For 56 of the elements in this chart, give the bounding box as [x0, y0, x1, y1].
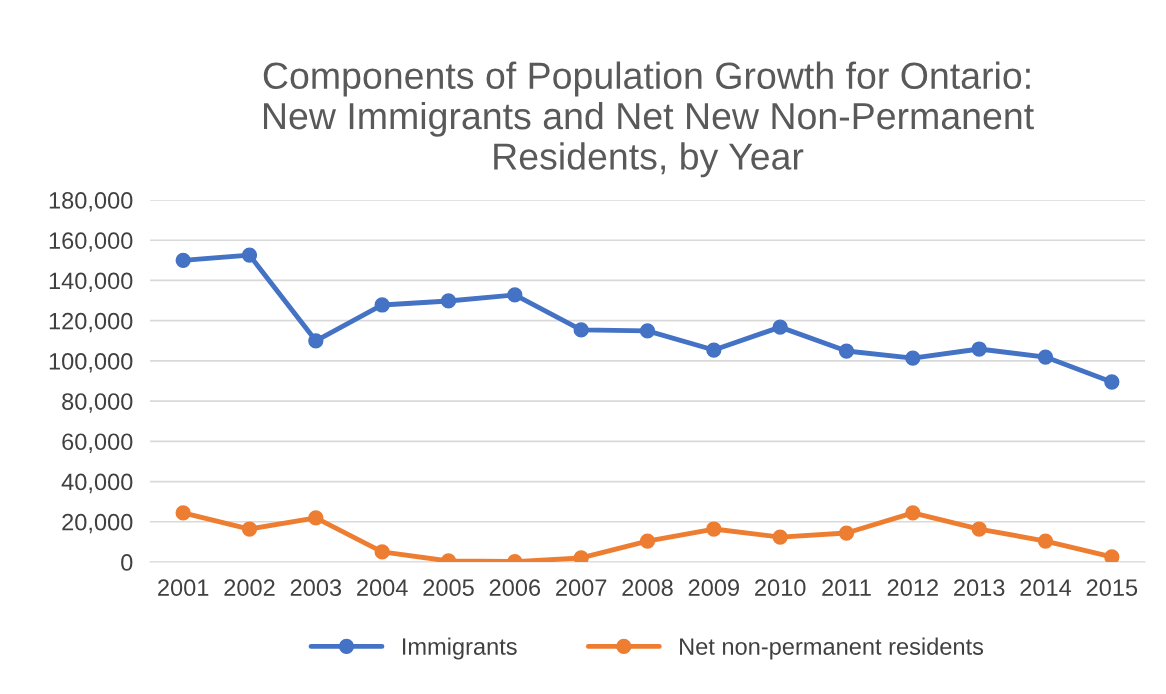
point: [905, 350, 921, 366]
y-tick-label: 100,000: [49, 352, 133, 373]
point: [374, 544, 390, 560]
x-tick-label: 2013: [954, 579, 1005, 597]
x-tick-label: 2004: [357, 579, 408, 597]
point: [971, 521, 987, 537]
point: [308, 510, 324, 526]
point: [838, 343, 855, 359]
x-tick-label: 2015: [1086, 579, 1138, 597]
point: [706, 521, 722, 537]
x-tick-label: 2014: [1020, 579, 1072, 597]
chart-title: Components of Population Growth for Ontario: New Immigrants and Net New Non-Permanent Residents, by Year: [263, 61, 1034, 178]
legend-label: Net non-permanent residents: [680, 637, 984, 660]
point: [175, 252, 191, 268]
point: [905, 505, 921, 521]
point: [241, 247, 258, 263]
point: [507, 287, 523, 303]
point: [639, 533, 656, 549]
x-tick-label: 2011: [822, 579, 871, 597]
x-tick-label: 2006: [489, 579, 541, 597]
y-tick-label: 60,000: [62, 433, 133, 453]
point: [772, 529, 788, 545]
point: [241, 521, 258, 537]
point: [573, 550, 589, 562]
point: [573, 322, 589, 338]
point: [308, 333, 324, 349]
y-tick-label: 180,000: [49, 192, 133, 212]
x-tick-label: 2001: [158, 579, 209, 597]
point: [971, 341, 987, 357]
legend-label: Immigrants: [403, 637, 517, 660]
point: [1104, 374, 1120, 390]
point: [838, 525, 855, 541]
y-tick-label: 160,000: [49, 232, 133, 252]
y-tick-label: 140,000: [49, 272, 133, 293]
x-tick-label: 2002: [224, 579, 275, 597]
point: [1037, 349, 1054, 365]
point: [639, 323, 656, 339]
point: [374, 297, 390, 313]
x-tick-label: 2007: [556, 579, 607, 597]
x-tick-label: 2005: [423, 579, 474, 597]
point: [440, 293, 457, 309]
x-tick-label: 2003: [290, 579, 342, 597]
y-tick-label: 20,000: [62, 513, 133, 534]
x-tick-label: 2010: [755, 579, 806, 597]
x-tick-label: 2008: [622, 579, 673, 597]
y-tick-label: 80,000: [62, 393, 133, 413]
y-tick-label: 0: [121, 554, 133, 571]
point: [175, 505, 191, 521]
point: [1104, 549, 1120, 562]
x-tick-label: 2012: [887, 579, 938, 597]
point: [706, 342, 722, 358]
y-tick-label: 120,000: [49, 312, 133, 333]
point: [1037, 533, 1054, 549]
point: [772, 319, 788, 335]
x-tick-label: 2009: [688, 579, 739, 597]
y-tick-label: 40,000: [61, 473, 133, 494]
